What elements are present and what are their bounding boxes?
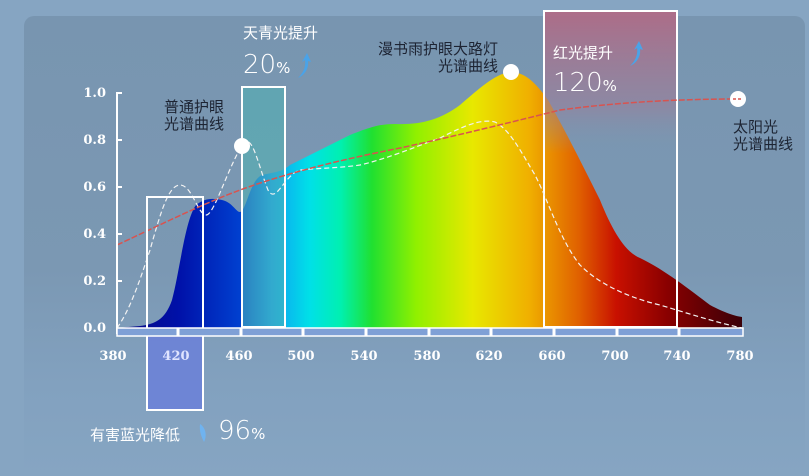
product-curve-label: 漫书雨护眼大路灯 光谱曲线 xyxy=(352,41,498,75)
x-tick-label: 500 xyxy=(287,349,315,364)
blue-value-number: 96 xyxy=(218,416,252,446)
cyan-boost-title: 天青光提升 xyxy=(243,24,319,42)
cyan-light-box xyxy=(241,86,286,328)
y-axis xyxy=(116,92,122,334)
red-value-number: 120 xyxy=(553,68,603,98)
x-tick-label: 460 xyxy=(225,349,253,364)
y-tick-label: 1.0 xyxy=(83,86,106,101)
product-curve-label-line1: 漫书雨护眼大路灯 xyxy=(377,40,498,58)
cyan-boost-value: 20% xyxy=(243,50,290,80)
red-value-pct: % xyxy=(602,77,617,95)
x-tick-label: 420 xyxy=(162,349,190,364)
x-tick-label: 660 xyxy=(538,349,566,364)
red-boost-title: 红光提升 xyxy=(553,44,614,62)
y-tick-label: 0.6 xyxy=(83,180,106,195)
blue-value-pct: % xyxy=(251,425,266,443)
y-tick-label: 0.2 xyxy=(83,274,106,289)
x-tick-label: 780 xyxy=(726,349,754,364)
normal-curve-label: 普通护眼 光谱曲线 xyxy=(164,99,224,133)
x-tick-label: 580 xyxy=(413,349,441,364)
normal-curve-marker xyxy=(234,138,250,154)
x-tick-label: 380 xyxy=(99,349,127,364)
blue-light-box-lower xyxy=(148,331,202,409)
red-up-arrow-icon xyxy=(630,41,643,66)
red-boost-value: 120% xyxy=(553,68,617,98)
sunlight-curve xyxy=(116,98,739,246)
normal-curve-label-line2: 光谱曲线 xyxy=(164,115,225,133)
blue-reduce-title: 有害蓝光降低 xyxy=(90,426,181,444)
y-tick-label: 0.4 xyxy=(83,227,106,242)
sun-curve-label: 太阳光 光谱曲线 xyxy=(733,119,793,153)
x-tick-label: 620 xyxy=(475,349,503,364)
cyan-up-arrow-icon xyxy=(298,53,311,78)
normal-eyecare-curve xyxy=(116,120,743,329)
blue-down-drop-icon xyxy=(199,424,206,442)
product-curve-marker xyxy=(503,64,519,80)
y-tick-label: 0.8 xyxy=(83,133,106,148)
y-tick-label: 0.0 xyxy=(83,321,106,336)
sun-curve-label-line1: 太阳光 xyxy=(733,118,779,136)
x-axis-ticks xyxy=(176,328,681,336)
x-tick-label: 700 xyxy=(601,349,629,364)
product-curve-label-line2: 光谱曲线 xyxy=(437,57,498,75)
sun-curve-label-line2: 光谱曲线 xyxy=(733,135,794,153)
red-light-box-fill xyxy=(544,11,677,327)
normal-curve-label-line1: 普通护眼 xyxy=(164,98,225,116)
cyan-value-number: 20 xyxy=(243,50,277,80)
x-tick-label: 740 xyxy=(663,349,691,364)
red-light-box xyxy=(543,10,678,328)
x-tick-label: 540 xyxy=(350,349,378,364)
blue-reduce-value: 96% xyxy=(218,416,265,446)
blue-light-box xyxy=(146,196,204,411)
cyan-value-pct: % xyxy=(276,59,291,77)
spectrum-chart xyxy=(116,10,746,442)
